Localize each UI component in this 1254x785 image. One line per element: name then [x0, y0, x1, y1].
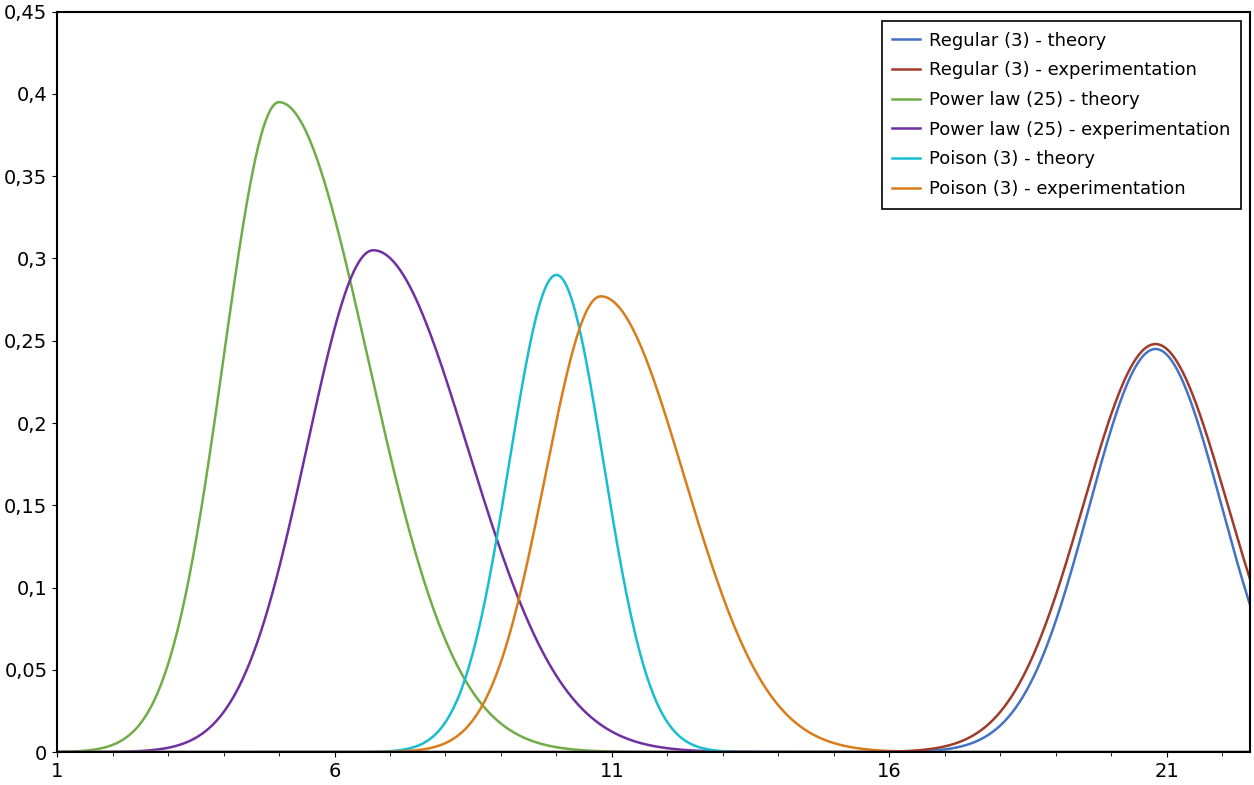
Legend: Regular (3) - theory, Regular (3) - experimentation, Power law (25) - theory, Po: Regular (3) - theory, Regular (3) - expe… — [882, 20, 1240, 209]
